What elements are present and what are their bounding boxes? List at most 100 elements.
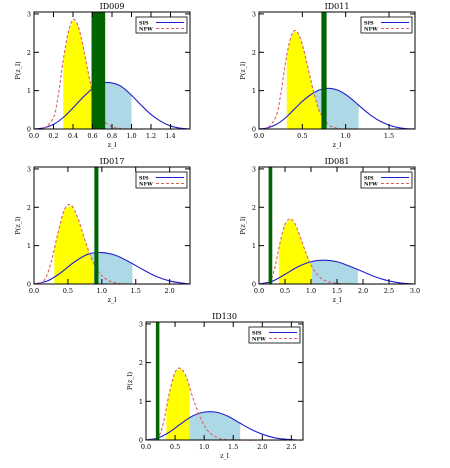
x-tick-label: 0.5 — [280, 287, 290, 295]
x-tick-label: 1.2 — [146, 132, 156, 140]
y-tick-label: 1 — [27, 242, 31, 250]
series-line-nfw — [258, 29, 415, 130]
series-line-sis — [145, 411, 304, 441]
y-tick-label: 3 — [27, 165, 31, 173]
series-line-nfw — [33, 204, 191, 285]
y-axis-label: P(z_l) — [239, 216, 247, 235]
legend-label: NFW — [139, 27, 153, 33]
x-axis-label: z_l — [220, 452, 229, 460]
x-axis-label: z_l — [108, 296, 117, 304]
x-tick-label: 1.0 — [340, 132, 350, 140]
x-tick-label: 1.4 — [165, 132, 175, 140]
panel-title: ID017 — [100, 157, 125, 166]
y-tick-label: 0 — [139, 437, 143, 445]
y-tick-label: 0 — [27, 126, 31, 134]
legend-box — [135, 171, 188, 189]
y-tick-label: 3 — [252, 165, 256, 173]
x-tick-label: 0.4 — [68, 132, 78, 140]
shaded-region-nfw — [63, 20, 93, 129]
x-tick-label: 1.5 — [131, 287, 141, 295]
plot-frame — [145, 321, 304, 441]
x-tick-label: 0.0 — [254, 132, 264, 140]
y-axis-label: P(z_l) — [14, 61, 22, 80]
x-tick-label: 0.5 — [63, 287, 73, 295]
x-tick-label: 0.2 — [48, 132, 58, 140]
x-tick-label: 2.0 — [358, 287, 368, 295]
shaded-region-sis — [182, 412, 241, 440]
y-axis-label: P(z_l) — [14, 216, 22, 235]
plot-frame — [33, 166, 191, 285]
series-line-sis — [33, 81, 191, 130]
series-line-nfw — [33, 18, 190, 130]
x-tick-label: 2.0 — [164, 287, 174, 295]
legend-box — [135, 16, 188, 34]
legend-box — [360, 171, 413, 189]
x-axis-label: z_l — [333, 141, 342, 149]
x-tick-label: 0.5 — [297, 132, 307, 140]
legend-label: SIS — [364, 176, 374, 182]
x-tick-label: 1.0 — [199, 443, 209, 451]
legend-label: NFW — [364, 27, 378, 33]
x-tick-label: 0.5 — [170, 443, 180, 451]
x-tick-label: 1.5 — [384, 132, 394, 140]
y-tick-label: 0 — [252, 126, 256, 134]
measured-redshift-band — [321, 12, 327, 129]
chart-panel-id130: 0.0 0.5 1.0 1.5 2.0 2.5 0 1 2 3 ID130 z_l P(z_l) SISN… — [126, 312, 304, 460]
x-tick-label: 2.0 — [257, 443, 267, 451]
shaded-region-nfw — [54, 205, 94, 284]
legend-label: NFW — [252, 337, 266, 343]
y-tick-label: 0 — [252, 281, 256, 289]
x-tick-label: 2.5 — [384, 287, 394, 295]
chart-panel-id081: 0.0 0.5 1.0 1.5 2.0 2.5 3.0 0 1 2 3 ID081 z_l P(z_l) S… — [239, 157, 420, 304]
measured-redshift-band — [268, 167, 273, 284]
y-tick-label: 1 — [27, 87, 31, 95]
legend-label: SIS — [252, 331, 262, 337]
measured-redshift-band — [94, 167, 99, 284]
x-tick-label: 1.0 — [306, 287, 316, 295]
y-tick-label: 3 — [139, 320, 143, 328]
y-tick-label: 1 — [252, 242, 256, 250]
y-tick-label: 1 — [252, 87, 256, 95]
legend-label: SIS — [139, 21, 149, 27]
series-line-nfw — [145, 367, 304, 441]
panel-title: ID009 — [100, 2, 125, 11]
y-tick-label: 1 — [139, 398, 143, 406]
x-tick-label: 0.8 — [107, 132, 117, 140]
y-tick-label: 2 — [252, 49, 256, 57]
x-tick-label: 0.0 — [29, 132, 39, 140]
y-tick-label: 2 — [139, 359, 143, 367]
plot-frame — [258, 11, 416, 130]
panel-title: ID130 — [212, 312, 237, 321]
legend-label: NFW — [139, 182, 153, 188]
x-tick-label: 1.0 — [126, 132, 136, 140]
legend-label: NFW — [364, 182, 378, 188]
x-tick-label: 0.0 — [141, 443, 151, 451]
x-tick-label: 2.5 — [286, 443, 296, 451]
legend-box — [248, 326, 301, 344]
x-tick-label: 3.0 — [410, 287, 420, 295]
series-line-nfw — [258, 218, 416, 285]
legend-label: SIS — [364, 21, 374, 27]
y-tick-label: 2 — [27, 204, 31, 212]
chart-panel-id009: 0.0 0.2 0.4 0.6 0.8 1.0 1.2 1.4 0 1 2 3 ID009 z_l P(z_… — [14, 2, 191, 149]
shaded-region-nfw — [278, 219, 313, 284]
x-tick-label: 0.0 — [254, 287, 264, 295]
panel-title: ID011 — [325, 2, 350, 11]
panel-title: ID081 — [325, 157, 350, 166]
y-axis-label: P(z_l) — [239, 61, 247, 80]
measured-redshift-band — [91, 12, 106, 129]
legend-box — [360, 16, 413, 34]
x-tick-label: 0.0 — [29, 287, 39, 295]
y-tick-label: 2 — [27, 49, 31, 57]
y-axis-label: P(z_l) — [126, 371, 134, 390]
x-tick-label: 1.5 — [332, 287, 342, 295]
y-tick-label: 3 — [27, 10, 31, 18]
x-tick-label: 1.0 — [97, 287, 107, 295]
shaded-region-nfw — [286, 31, 322, 129]
measured-redshift-band — [155, 322, 160, 440]
y-tick-label: 0 — [27, 281, 31, 289]
x-axis-label: z_l — [333, 296, 342, 304]
